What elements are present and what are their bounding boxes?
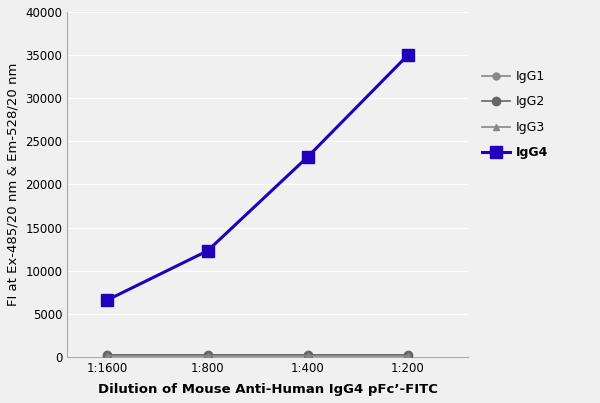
- X-axis label: Dilution of Mouse Anti-Human IgG4 pFc’-FITC: Dilution of Mouse Anti-Human IgG4 pFc’-F…: [98, 383, 437, 396]
- IgG2: [404, 353, 412, 357]
- IgG1: [304, 353, 311, 357]
- IgG4: [404, 53, 412, 58]
- IgG1: [204, 353, 211, 357]
- IgG3: [304, 353, 311, 358]
- Line: IgG2: IgG2: [103, 351, 412, 359]
- IgG2: [304, 353, 311, 357]
- IgG2: [204, 353, 211, 357]
- IgG2: [104, 353, 111, 357]
- IgG3: [204, 353, 211, 358]
- IgG4: [104, 297, 111, 302]
- Line: IgG4: IgG4: [102, 50, 413, 305]
- IgG1: [404, 353, 412, 357]
- Legend: IgG1, IgG2, IgG3, IgG4: IgG1, IgG2, IgG3, IgG4: [482, 70, 548, 160]
- IgG4: [204, 248, 211, 253]
- Line: IgG3: IgG3: [104, 352, 412, 359]
- Line: IgG1: IgG1: [104, 352, 412, 359]
- Y-axis label: FI at Ex-485/20 nm & Em-528/20 nm: FI at Ex-485/20 nm & Em-528/20 nm: [7, 63, 20, 306]
- IgG4: [304, 154, 311, 159]
- IgG1: [104, 353, 111, 357]
- IgG3: [104, 353, 111, 358]
- IgG3: [404, 353, 412, 358]
